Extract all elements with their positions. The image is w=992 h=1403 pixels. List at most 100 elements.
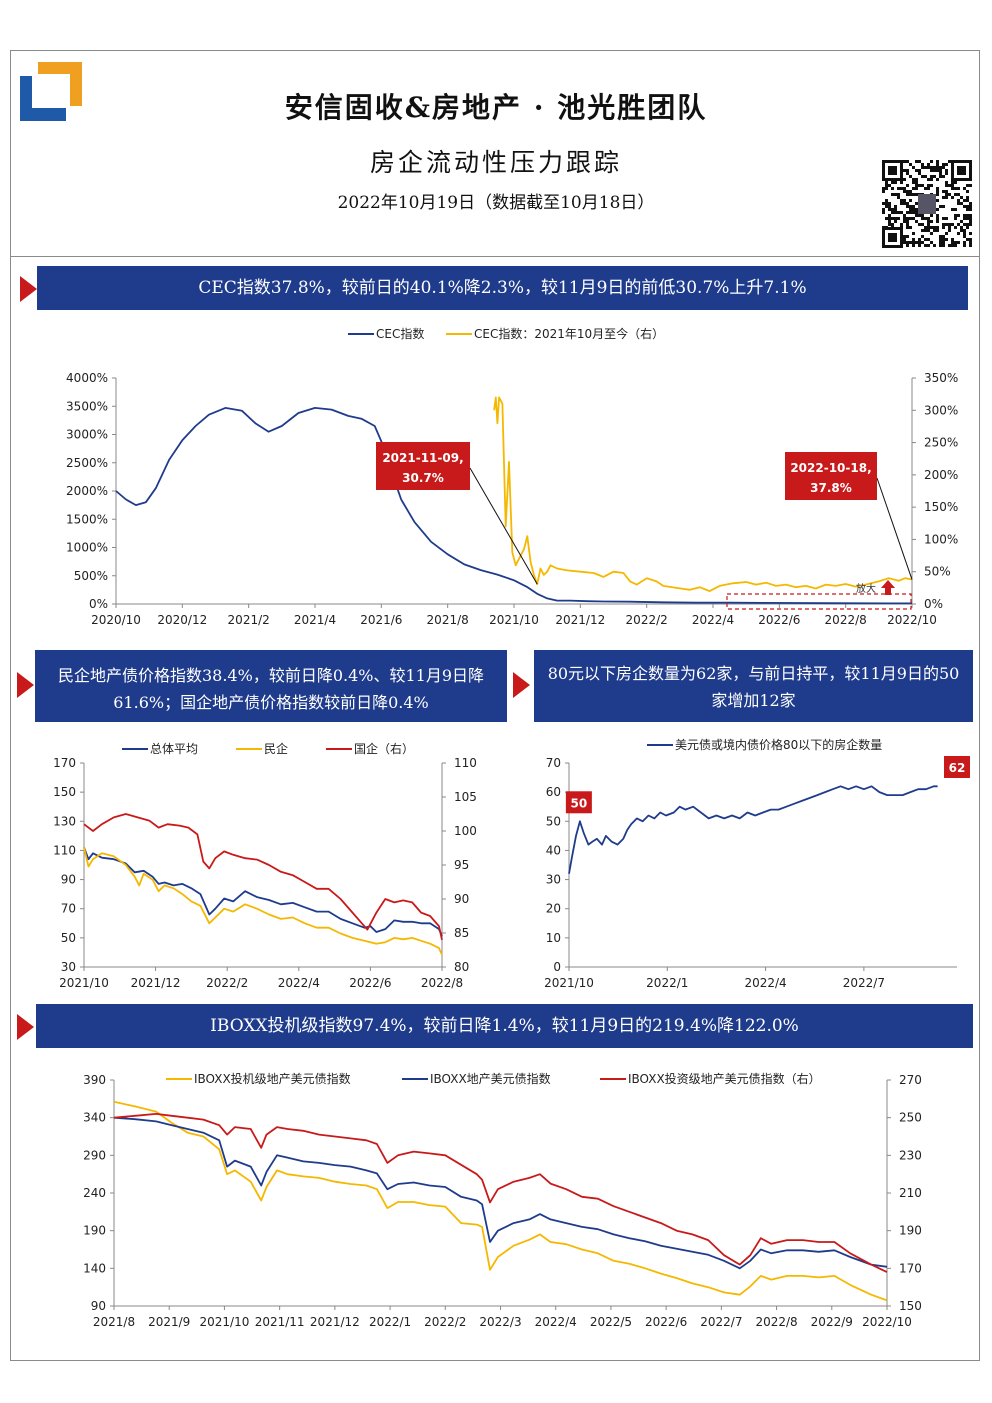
qr-module bbox=[969, 208, 972, 211]
qr-module bbox=[900, 211, 903, 214]
qr-module bbox=[915, 160, 918, 163]
series-line bbox=[83, 813, 443, 940]
y-tick-label: 3000% bbox=[66, 428, 108, 442]
qr-module bbox=[903, 238, 906, 241]
qr-module bbox=[897, 196, 900, 199]
qr-module bbox=[951, 241, 954, 244]
qr-module bbox=[909, 217, 912, 220]
qr-module bbox=[921, 241, 924, 244]
report-date: 2022年10月19日（数据截至10月18日） bbox=[337, 193, 655, 213]
y-tick-label-right: 300% bbox=[924, 403, 958, 417]
y-tick-label: 390 bbox=[83, 1073, 106, 1087]
qr-module bbox=[942, 217, 945, 220]
qr-module bbox=[948, 244, 951, 247]
y-tick-label: 0% bbox=[89, 597, 108, 611]
x-tick-label: 2021/10 bbox=[489, 613, 539, 627]
qr-module bbox=[936, 217, 939, 220]
x-tick-label: 2022/4 bbox=[692, 613, 734, 627]
y-tick-label: 70 bbox=[61, 902, 76, 916]
qr-module bbox=[948, 160, 951, 163]
y-tick-label-right: 0% bbox=[924, 597, 943, 611]
qr-module bbox=[966, 226, 969, 229]
qr-module bbox=[942, 163, 945, 166]
annotation-leader bbox=[876, 477, 913, 580]
qr-module bbox=[885, 181, 888, 184]
qr-module bbox=[954, 193, 957, 196]
qr-module bbox=[912, 181, 915, 184]
below80-banner: 80元以下房企数量为62家，与前日持平，较11月9日的50家增加12家 bbox=[534, 650, 973, 722]
qr-module bbox=[903, 187, 906, 190]
y-tick-label-right: 270 bbox=[899, 1073, 922, 1087]
qr-module bbox=[921, 166, 924, 169]
qr-module bbox=[936, 208, 939, 211]
qr-module bbox=[903, 235, 906, 238]
zoom-label: 放大 bbox=[856, 582, 876, 595]
qr-module bbox=[951, 184, 954, 187]
qr-module bbox=[963, 223, 966, 226]
qr-module bbox=[912, 178, 915, 181]
qr-module bbox=[942, 244, 945, 247]
qr-module bbox=[921, 184, 924, 187]
x-tick-label: 2022/7 bbox=[843, 976, 885, 990]
qr-module bbox=[948, 226, 951, 229]
x-tick-label: 2022/4 bbox=[278, 976, 320, 990]
qr-module bbox=[897, 187, 900, 190]
qr-module bbox=[969, 220, 972, 223]
below80-chart: 0 10 20 30 40 50 60 70 2021/10 2022/1 2022/4 2022/7… bbox=[544, 737, 970, 990]
legend-label: 总体平均 bbox=[150, 742, 198, 756]
qr-finder-center bbox=[888, 233, 897, 242]
y-tick-label: 0 bbox=[553, 960, 561, 974]
qr-module bbox=[948, 193, 951, 196]
qr-module bbox=[966, 223, 969, 226]
qr-module bbox=[888, 220, 891, 223]
y-tick-label: 30 bbox=[546, 873, 561, 887]
qr-module bbox=[882, 211, 885, 214]
qr-module bbox=[969, 241, 972, 244]
legend-label: 国企（右） bbox=[354, 741, 414, 756]
qr-module bbox=[936, 163, 939, 166]
qr-module bbox=[954, 241, 957, 244]
qr-module bbox=[885, 202, 888, 205]
qr-module bbox=[891, 181, 894, 184]
qr-module bbox=[930, 214, 933, 217]
qr-module bbox=[957, 193, 960, 196]
legend-label: IBOXX投资级地产美元债指数（右） bbox=[628, 1071, 821, 1086]
qr-module bbox=[951, 196, 954, 199]
annotation-text: 37.8% bbox=[810, 481, 852, 495]
qr-module bbox=[936, 214, 939, 217]
qr-module bbox=[903, 202, 906, 205]
qr-module bbox=[939, 235, 942, 238]
x-tick-label: 2021/12 bbox=[310, 1315, 360, 1329]
qr-module bbox=[945, 217, 948, 220]
qr-module bbox=[954, 208, 957, 211]
qr-module bbox=[885, 187, 888, 190]
qr-module bbox=[933, 226, 936, 229]
qr-module bbox=[963, 187, 966, 190]
qr-module bbox=[945, 184, 948, 187]
qr-module bbox=[936, 220, 939, 223]
qr-module bbox=[927, 223, 930, 226]
qr-module bbox=[918, 223, 921, 226]
qr-module bbox=[891, 223, 894, 226]
qr-module bbox=[906, 211, 909, 214]
qr-module bbox=[921, 175, 924, 178]
report-title: 安信固收&房地产 · 池光胜团队 bbox=[284, 91, 708, 124]
y-tick-label: 70 bbox=[546, 756, 561, 770]
qr-module bbox=[918, 160, 921, 163]
qr-module bbox=[885, 184, 888, 187]
x-tick-label: 2022/9 bbox=[811, 1315, 853, 1329]
y-tick-label-right: 100 bbox=[454, 824, 477, 838]
qr-module bbox=[909, 190, 912, 193]
qr-module bbox=[906, 205, 909, 208]
qr-module bbox=[969, 214, 972, 217]
qr-module bbox=[897, 193, 900, 196]
qr-module bbox=[969, 184, 972, 187]
y-tick-label: 290 bbox=[83, 1148, 106, 1162]
qr-module bbox=[915, 181, 918, 184]
qr-module bbox=[909, 163, 912, 166]
zoom-region bbox=[726, 593, 912, 610]
y-tick-label: 30 bbox=[61, 960, 76, 974]
qr-module bbox=[897, 211, 900, 214]
qr-module bbox=[894, 217, 897, 220]
qr-module bbox=[915, 208, 918, 211]
